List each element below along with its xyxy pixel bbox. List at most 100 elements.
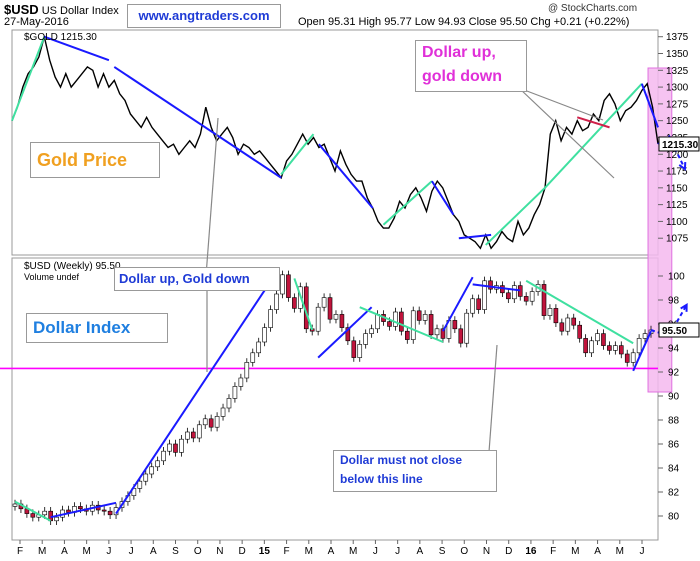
candle-body-down <box>292 297 297 309</box>
candle-body-down <box>553 308 559 324</box>
candle-body-up <box>565 317 571 332</box>
candle <box>595 329 600 345</box>
x-tick-label: M <box>38 546 46 557</box>
candle <box>613 341 618 355</box>
candle <box>149 462 155 479</box>
candle <box>428 310 434 339</box>
candle-body-up <box>214 416 220 428</box>
candle <box>321 293 327 312</box>
candle <box>250 348 256 367</box>
candle-body-up <box>482 280 487 310</box>
x-tick-label: J <box>373 546 378 557</box>
candle-body-down <box>440 328 446 339</box>
candle <box>143 469 149 486</box>
candle-body-up <box>202 418 208 426</box>
candle-body-up <box>185 431 190 440</box>
x-tick-label: A <box>61 546 68 557</box>
candle-body-up <box>321 297 327 308</box>
dollar-up-gold-down-callout: Dollar up, Gold down <box>114 267 280 291</box>
x-tick-label: A <box>150 546 157 557</box>
usd-projection-arrow <box>650 304 688 338</box>
x-tick-label: J <box>640 546 645 557</box>
candle <box>607 341 612 355</box>
candle <box>541 280 547 320</box>
candle-body-down <box>101 509 107 512</box>
candle <box>244 358 250 383</box>
candle <box>464 309 470 348</box>
candle-body-down <box>571 317 577 326</box>
gold-price-callout: Gold Price <box>30 142 160 178</box>
candle <box>196 420 202 443</box>
x-tick-label: M <box>305 546 313 557</box>
gold-downtrend-line <box>318 143 374 209</box>
candle <box>434 324 440 339</box>
candle <box>208 414 214 432</box>
projection-arrows <box>650 133 688 338</box>
usd-trend-line <box>293 278 314 331</box>
candle-body-down <box>387 321 392 327</box>
usd-uptrend-line <box>115 271 278 515</box>
candle-body-up <box>333 314 339 320</box>
candle <box>72 502 77 517</box>
gold-last-value: 1215.30 <box>658 136 700 152</box>
candle-body-down <box>351 340 357 358</box>
candle-body-up <box>422 314 428 321</box>
usd-trend-line <box>632 330 652 372</box>
x-tick-label: 16 <box>525 546 537 557</box>
usd-tick-label: 94 <box>668 344 680 355</box>
x-tick-label: F <box>17 546 23 557</box>
usd-trend-line <box>472 283 521 292</box>
callout-pointer <box>518 87 604 121</box>
candle-body-up <box>613 345 618 351</box>
candle <box>559 318 565 336</box>
x-tick-label: D <box>505 546 512 557</box>
candle <box>173 439 178 457</box>
candle-body-down <box>559 322 565 332</box>
candle-body-up <box>238 377 244 387</box>
trend-lines <box>11 35 659 522</box>
candle-body-up <box>256 341 262 354</box>
usd-tick-label: 92 <box>668 368 680 379</box>
candle <box>393 307 398 331</box>
candle-body-down <box>173 443 178 453</box>
candle-body-down <box>488 280 493 290</box>
candle <box>327 293 333 324</box>
gold-legend: $GOLD 1215.30 <box>24 32 97 43</box>
candle <box>339 310 345 332</box>
candle-body-down <box>541 284 547 316</box>
x-tick-label: J <box>395 546 400 557</box>
usd-tick-label: 80 <box>668 512 680 523</box>
usd-trend-line <box>525 279 634 345</box>
gold-tick-label: 1350 <box>666 49 689 60</box>
candle-body-up <box>636 338 642 354</box>
panel-legends: $GOLD 1215.30 $USD (Weekly) 95.50 Volume… <box>24 32 121 282</box>
candle-body-down <box>286 274 291 298</box>
gold-uptrend-line <box>280 133 315 176</box>
gold-price-line <box>11 36 659 250</box>
candle-body-up <box>274 293 279 310</box>
candle-body-up <box>434 328 440 336</box>
candle-body-up <box>375 314 380 330</box>
ohlc-label: Open 95.31 High 95.77 Low 94.93 Close 95… <box>298 16 630 28</box>
gold-last-value-text: 1215.30 <box>662 140 699 151</box>
candle <box>589 336 594 357</box>
candle-body-up <box>363 333 368 345</box>
candle <box>553 304 559 327</box>
callout-pointer <box>488 344 498 453</box>
pink-callout-line2: gold down <box>422 68 502 85</box>
usd-tick-label: 86 <box>668 440 680 451</box>
candle <box>618 341 624 359</box>
gold-tick-label: 1375 <box>666 32 689 43</box>
candle-body-down <box>107 510 113 516</box>
usd-last-value-text: 95.50 <box>662 326 687 337</box>
candle-body-down <box>601 333 606 346</box>
symbol-description: US Dollar Index <box>41 5 119 17</box>
candle-body-up <box>589 340 594 354</box>
candle-body-down <box>624 353 630 363</box>
candle <box>440 324 446 343</box>
candle-body-down <box>78 506 83 510</box>
support-warning-callout: Dollar must not close below this line <box>333 450 497 492</box>
x-tick-label: M <box>571 546 579 557</box>
x-tick-label: J <box>129 546 134 557</box>
